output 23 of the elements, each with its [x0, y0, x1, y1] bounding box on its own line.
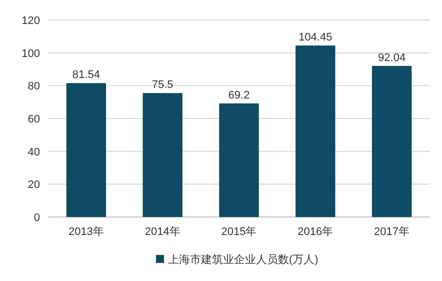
y-tick-label: 20: [28, 179, 40, 192]
x-tick-label: 2015年: [221, 226, 257, 238]
bar: [219, 103, 259, 217]
bar: [296, 46, 336, 217]
x-tick-label: 2017年: [374, 226, 410, 238]
legend-label: 上海市建筑业企业人员数(万人): [168, 253, 318, 266]
data-label: 75.5: [152, 79, 174, 92]
y-tick-label: 0: [34, 212, 40, 224]
y-tick-label: 40: [28, 146, 40, 158]
x-tick-label: 2016年: [298, 226, 334, 238]
y-tick-label: 120: [22, 15, 40, 27]
data-label: 92.04: [378, 52, 406, 64]
y-tick-label: 100: [22, 48, 40, 60]
data-label: 69.2: [228, 89, 250, 102]
data-label: 81.54: [72, 69, 100, 82]
y-tick-label: 60: [28, 114, 40, 126]
bar: [142, 93, 182, 217]
bar: [66, 83, 106, 217]
x-tick-label: 2014年: [144, 226, 180, 238]
x-tick-label: 2013年: [68, 226, 104, 238]
y-tick-label: 80: [28, 80, 40, 93]
data-label: 104.45: [298, 32, 332, 44]
bar: [372, 66, 412, 217]
